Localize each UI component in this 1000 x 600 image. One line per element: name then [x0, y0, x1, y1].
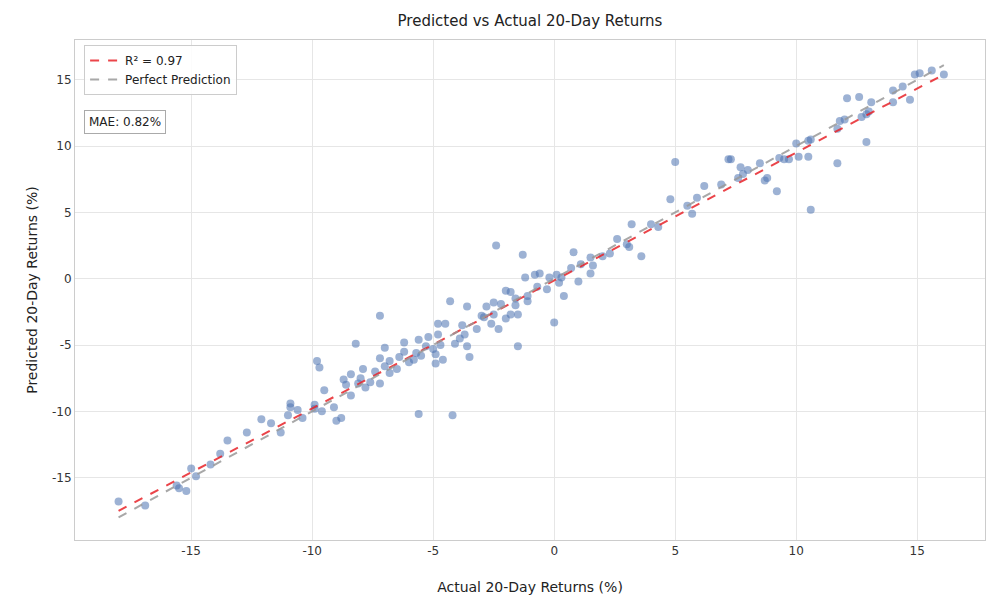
svg-text:15: 15 [910, 544, 925, 558]
svg-text:0: 0 [550, 544, 558, 558]
svg-text:10: 10 [56, 139, 71, 153]
svg-text:Predicted 20-Day Returns (%): Predicted 20-Day Returns (%) [24, 186, 40, 394]
svg-text:MAE: 0.82%: MAE: 0.82% [89, 115, 161, 129]
svg-text:-15: -15 [181, 544, 201, 558]
svg-text:5: 5 [64, 206, 72, 220]
svg-text:10: 10 [789, 544, 804, 558]
svg-text:15: 15 [56, 73, 71, 87]
svg-text:-15: -15 [52, 471, 72, 485]
svg-text:-10: -10 [52, 405, 72, 419]
svg-text:Perfect Prediction: Perfect Prediction [125, 73, 230, 87]
svg-text:Actual 20-Day Returns (%): Actual 20-Day Returns (%) [437, 579, 623, 595]
svg-text:-5: -5 [60, 338, 72, 352]
svg-text:R² = 0.97: R² = 0.97 [125, 54, 183, 68]
svg-text:-10: -10 [302, 544, 322, 558]
svg-text:5: 5 [671, 544, 679, 558]
svg-text:0: 0 [64, 272, 72, 286]
svg-text:Predicted vs Actual 20-Day Ret: Predicted vs Actual 20-Day Returns [398, 12, 663, 30]
svg-text:-5: -5 [427, 544, 439, 558]
